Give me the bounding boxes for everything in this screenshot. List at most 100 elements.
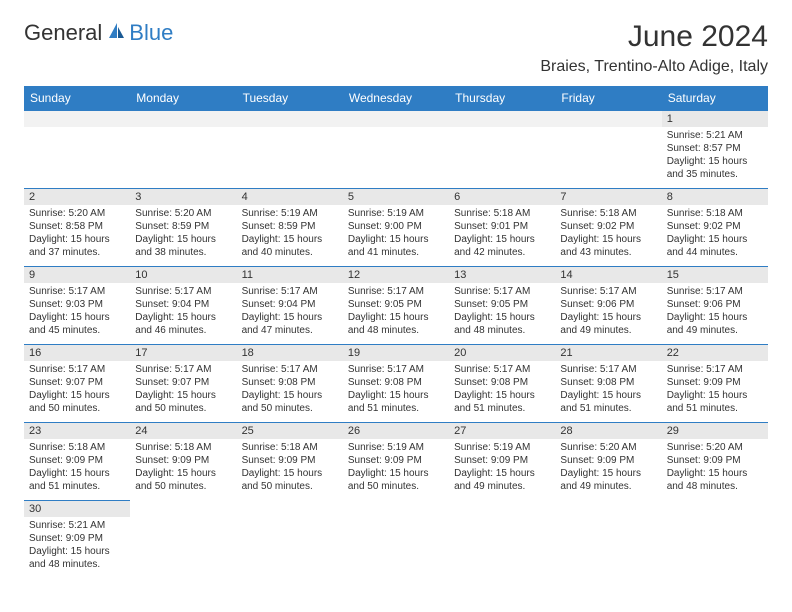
daylight-text: Daylight: 15 hours and 50 minutes. bbox=[135, 467, 231, 493]
day-number: 5 bbox=[343, 189, 449, 205]
sunrise-text: Sunrise: 5:17 AM bbox=[242, 363, 338, 376]
daylight-text: Daylight: 15 hours and 48 minutes. bbox=[29, 545, 125, 571]
sunrise-text: Sunrise: 5:21 AM bbox=[29, 519, 125, 532]
day-body: Sunrise: 5:17 AMSunset: 9:08 PMDaylight:… bbox=[555, 361, 661, 419]
day-body: Sunrise: 5:18 AMSunset: 9:09 PMDaylight:… bbox=[130, 439, 236, 497]
calendar-day-cell: 14Sunrise: 5:17 AMSunset: 9:06 PMDayligh… bbox=[555, 267, 661, 345]
day-number: 24 bbox=[130, 423, 236, 439]
daylight-text: Daylight: 15 hours and 43 minutes. bbox=[560, 233, 656, 259]
daylight-text: Daylight: 15 hours and 41 minutes. bbox=[348, 233, 444, 259]
calendar-day-cell bbox=[555, 111, 661, 189]
sunset-text: Sunset: 9:06 PM bbox=[667, 298, 763, 311]
sunrise-text: Sunrise: 5:19 AM bbox=[348, 441, 444, 454]
sunrise-text: Sunrise: 5:18 AM bbox=[454, 207, 550, 220]
day-body: Sunrise: 5:17 AMSunset: 9:08 PMDaylight:… bbox=[449, 361, 555, 419]
daylight-text: Daylight: 15 hours and 51 minutes. bbox=[454, 389, 550, 415]
day-body: Sunrise: 5:19 AMSunset: 9:09 PMDaylight:… bbox=[449, 439, 555, 497]
calendar-day-cell: 5 Sunrise: 5:19 AMSunset: 9:00 PMDaylight… bbox=[343, 189, 449, 267]
sunrise-text: Sunrise: 5:17 AM bbox=[242, 285, 338, 298]
calendar-day-cell: 10Sunrise: 5:17 AMSunset: 9:04 PMDayligh… bbox=[130, 267, 236, 345]
day-number: 15 bbox=[662, 267, 768, 283]
sunrise-text: Sunrise: 5:19 AM bbox=[454, 441, 550, 454]
sunrise-text: Sunrise: 5:20 AM bbox=[560, 441, 656, 454]
calendar-day-cell bbox=[343, 501, 449, 579]
sunset-text: Sunset: 8:58 PM bbox=[29, 220, 125, 233]
day-number: 22 bbox=[662, 345, 768, 361]
day-number: 25 bbox=[237, 423, 343, 439]
header: General Blue June 2024 Braies, Trentino-… bbox=[24, 20, 768, 76]
sunrise-text: Sunrise: 5:17 AM bbox=[135, 285, 231, 298]
logo-text-general: General bbox=[24, 20, 102, 46]
day-body: Sunrise: 5:20 AMSunset: 9:09 PMDaylight:… bbox=[662, 439, 768, 497]
calendar-day-cell: 17Sunrise: 5:17 AMSunset: 9:07 PMDayligh… bbox=[130, 345, 236, 423]
daylight-text: Daylight: 15 hours and 50 minutes. bbox=[348, 467, 444, 493]
daylight-text: Daylight: 15 hours and 48 minutes. bbox=[348, 311, 444, 337]
day-body: Sunrise: 5:17 AMSunset: 9:07 PMDaylight:… bbox=[130, 361, 236, 419]
sunset-text: Sunset: 9:02 PM bbox=[667, 220, 763, 233]
sail-icon bbox=[106, 21, 126, 46]
day-body: Sunrise: 5:17 AMSunset: 9:04 PMDaylight:… bbox=[130, 283, 236, 341]
sunset-text: Sunset: 9:06 PM bbox=[560, 298, 656, 311]
sunset-text: Sunset: 8:59 PM bbox=[242, 220, 338, 233]
sunrise-text: Sunrise: 5:20 AM bbox=[135, 207, 231, 220]
daylight-text: Daylight: 15 hours and 48 minutes. bbox=[667, 467, 763, 493]
calendar-day-cell: 23Sunrise: 5:18 AMSunset: 9:09 PMDayligh… bbox=[24, 423, 130, 501]
sunset-text: Sunset: 9:09 PM bbox=[667, 376, 763, 389]
day-body: Sunrise: 5:18 AMSunset: 9:09 PMDaylight:… bbox=[237, 439, 343, 497]
sunrise-text: Sunrise: 5:20 AM bbox=[29, 207, 125, 220]
sunset-text: Sunset: 9:02 PM bbox=[560, 220, 656, 233]
sunrise-text: Sunrise: 5:21 AM bbox=[667, 129, 763, 142]
day-body: Sunrise: 5:21 AMSunset: 9:09 PMDaylight:… bbox=[24, 517, 130, 575]
daylight-text: Daylight: 15 hours and 49 minutes. bbox=[560, 467, 656, 493]
calendar-day-cell: 27Sunrise: 5:19 AMSunset: 9:09 PMDayligh… bbox=[449, 423, 555, 501]
sunset-text: Sunset: 9:07 PM bbox=[135, 376, 231, 389]
sunset-text: Sunset: 9:05 PM bbox=[348, 298, 444, 311]
day-number: 1 bbox=[662, 111, 768, 127]
sunset-text: Sunset: 9:01 PM bbox=[454, 220, 550, 233]
day-number: 21 bbox=[555, 345, 661, 361]
day-body: Sunrise: 5:18 AMSunset: 9:01 PMDaylight:… bbox=[449, 205, 555, 263]
sunrise-text: Sunrise: 5:17 AM bbox=[560, 363, 656, 376]
calendar-week-row: 23Sunrise: 5:18 AMSunset: 9:09 PMDayligh… bbox=[24, 423, 768, 501]
day-body: Sunrise: 5:17 AMSunset: 9:08 PMDaylight:… bbox=[237, 361, 343, 419]
daylight-text: Daylight: 15 hours and 51 minutes. bbox=[560, 389, 656, 415]
calendar-day-cell: 25Sunrise: 5:18 AMSunset: 9:09 PMDayligh… bbox=[237, 423, 343, 501]
day-body: Sunrise: 5:20 AMSunset: 8:59 PMDaylight:… bbox=[130, 205, 236, 263]
sunset-text: Sunset: 9:08 PM bbox=[454, 376, 550, 389]
daylight-text: Daylight: 15 hours and 42 minutes. bbox=[454, 233, 550, 259]
day-body: Sunrise: 5:19 AMSunset: 8:59 PMDaylight:… bbox=[237, 205, 343, 263]
weekday-header: Saturday bbox=[662, 86, 768, 111]
calendar-day-cell: 7Sunrise: 5:18 AMSunset: 9:02 PMDaylight… bbox=[555, 189, 661, 267]
calendar-day-cell bbox=[130, 111, 236, 189]
calendar-table: Sunday Monday Tuesday Wednesday Thursday… bbox=[24, 86, 768, 579]
calendar-week-row: 16Sunrise: 5:17 AMSunset: 9:07 PMDayligh… bbox=[24, 345, 768, 423]
sunset-text: Sunset: 9:09 PM bbox=[667, 454, 763, 467]
sunrise-text: Sunrise: 5:17 AM bbox=[29, 285, 125, 298]
calendar-day-cell: 24Sunrise: 5:18 AMSunset: 9:09 PMDayligh… bbox=[130, 423, 236, 501]
sunset-text: Sunset: 9:09 PM bbox=[29, 454, 125, 467]
sunrise-text: Sunrise: 5:17 AM bbox=[348, 285, 444, 298]
sunset-text: Sunset: 9:09 PM bbox=[454, 454, 550, 467]
day-body: Sunrise: 5:17 AMSunset: 9:06 PMDaylight:… bbox=[555, 283, 661, 341]
logo-text-blue: Blue bbox=[129, 20, 173, 46]
calendar-day-cell: 12Sunrise: 5:17 AMSunset: 9:05 PMDayligh… bbox=[343, 267, 449, 345]
daylight-text: Daylight: 15 hours and 38 minutes. bbox=[135, 233, 231, 259]
calendar-day-cell: 3Sunrise: 5:20 AMSunset: 8:59 PMDaylight… bbox=[130, 189, 236, 267]
day-number: 11 bbox=[237, 267, 343, 283]
daylight-text: Daylight: 15 hours and 50 minutes. bbox=[242, 389, 338, 415]
daylight-text: Daylight: 15 hours and 48 minutes. bbox=[454, 311, 550, 337]
weekday-header: Sunday bbox=[24, 86, 130, 111]
sunrise-text: Sunrise: 5:19 AM bbox=[348, 207, 444, 220]
daylight-text: Daylight: 15 hours and 50 minutes. bbox=[242, 467, 338, 493]
calendar-day-cell bbox=[449, 501, 555, 579]
sunset-text: Sunset: 9:00 PM bbox=[348, 220, 444, 233]
sunset-text: Sunset: 9:09 PM bbox=[29, 532, 125, 545]
day-number: 2 bbox=[24, 189, 130, 205]
calendar-day-cell: 11Sunrise: 5:17 AMSunset: 9:04 PMDayligh… bbox=[237, 267, 343, 345]
calendar-day-cell bbox=[449, 111, 555, 189]
daylight-text: Daylight: 15 hours and 44 minutes. bbox=[667, 233, 763, 259]
calendar-day-cell bbox=[555, 501, 661, 579]
daylight-text: Daylight: 15 hours and 45 minutes. bbox=[29, 311, 125, 337]
daylight-text: Daylight: 15 hours and 51 minutes. bbox=[667, 389, 763, 415]
day-body: Sunrise: 5:18 AMSunset: 9:02 PMDaylight:… bbox=[662, 205, 768, 263]
